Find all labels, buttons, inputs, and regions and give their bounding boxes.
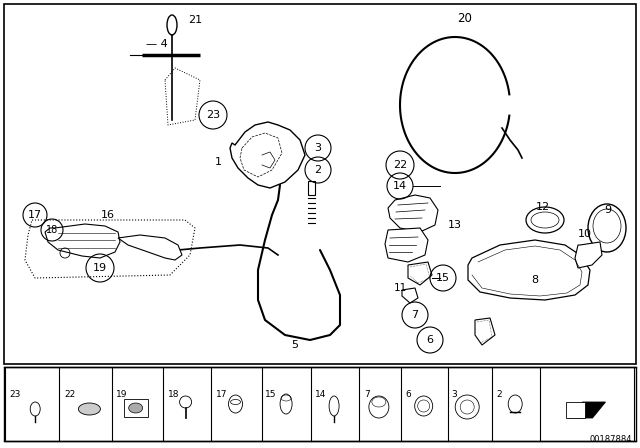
Polygon shape xyxy=(388,195,438,232)
Text: 14: 14 xyxy=(316,389,326,399)
Polygon shape xyxy=(402,288,418,303)
Text: 7: 7 xyxy=(412,310,419,320)
Text: 3: 3 xyxy=(452,389,458,399)
Ellipse shape xyxy=(167,15,177,35)
Text: 19: 19 xyxy=(116,389,128,399)
Text: 5: 5 xyxy=(291,340,298,350)
Text: 19: 19 xyxy=(93,263,107,273)
Polygon shape xyxy=(308,181,315,195)
Text: 6: 6 xyxy=(406,389,412,399)
Text: 3: 3 xyxy=(314,143,321,153)
Text: 17: 17 xyxy=(216,389,227,399)
Text: 14: 14 xyxy=(393,181,407,191)
Text: — 4: — 4 xyxy=(146,39,168,49)
Polygon shape xyxy=(230,122,305,188)
Text: 11: 11 xyxy=(394,283,406,293)
Circle shape xyxy=(180,396,191,408)
Text: 16: 16 xyxy=(101,210,115,220)
Text: 7: 7 xyxy=(364,389,370,399)
Polygon shape xyxy=(575,242,602,268)
Text: 17: 17 xyxy=(28,210,42,220)
Text: 18: 18 xyxy=(46,225,58,235)
Ellipse shape xyxy=(526,207,564,233)
Polygon shape xyxy=(45,224,120,258)
Ellipse shape xyxy=(79,403,100,415)
Text: 18: 18 xyxy=(168,389,179,399)
Ellipse shape xyxy=(329,396,339,416)
Text: 8: 8 xyxy=(531,275,539,285)
Polygon shape xyxy=(118,235,182,260)
Ellipse shape xyxy=(508,395,522,413)
Text: 23: 23 xyxy=(10,389,20,399)
Text: 15: 15 xyxy=(266,389,277,399)
Ellipse shape xyxy=(415,396,433,416)
Polygon shape xyxy=(468,240,590,300)
Ellipse shape xyxy=(280,394,292,414)
Text: 21: 21 xyxy=(188,15,202,25)
Text: 23: 23 xyxy=(206,110,220,120)
Text: 10: 10 xyxy=(578,229,592,239)
Bar xyxy=(4,367,636,441)
Bar xyxy=(4,4,636,364)
Text: 6: 6 xyxy=(426,335,433,345)
Polygon shape xyxy=(385,228,428,262)
Polygon shape xyxy=(566,402,584,418)
Ellipse shape xyxy=(228,395,243,413)
Text: 15: 15 xyxy=(436,273,450,283)
Text: 2: 2 xyxy=(497,389,502,399)
Ellipse shape xyxy=(230,400,241,405)
Text: 9: 9 xyxy=(604,205,612,215)
Polygon shape xyxy=(475,318,495,345)
Text: 1: 1 xyxy=(214,157,221,167)
Polygon shape xyxy=(570,402,605,418)
Ellipse shape xyxy=(129,403,143,413)
Text: 20: 20 xyxy=(458,12,472,25)
Ellipse shape xyxy=(369,396,389,418)
Text: 00187884: 00187884 xyxy=(589,435,632,444)
Text: 2: 2 xyxy=(314,165,321,175)
Polygon shape xyxy=(408,262,432,285)
Text: 22: 22 xyxy=(65,389,76,399)
Text: 12: 12 xyxy=(536,202,550,212)
Text: 13: 13 xyxy=(448,220,462,230)
Text: 22: 22 xyxy=(393,160,407,170)
Circle shape xyxy=(455,395,479,419)
Bar xyxy=(124,399,148,417)
Ellipse shape xyxy=(30,402,40,416)
Ellipse shape xyxy=(588,204,626,252)
